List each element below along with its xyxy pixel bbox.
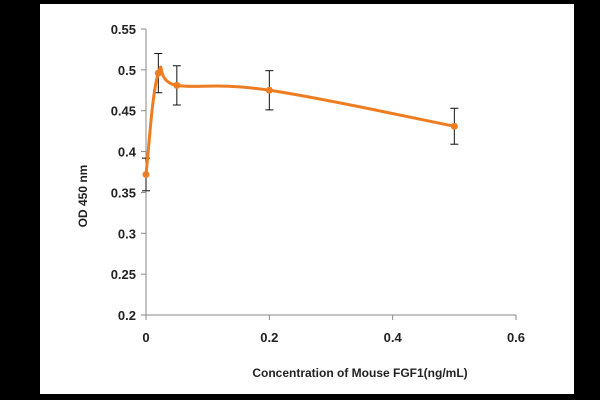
error-bars	[142, 53, 459, 192]
x-tick-label: 0.2	[260, 330, 278, 345]
data-point	[142, 170, 150, 178]
y-tick-label: 0.5	[118, 63, 136, 78]
y-tick-label: 0.2	[118, 308, 136, 323]
y-tick-label: 0.45	[111, 104, 136, 119]
x-tick-label: 0	[142, 330, 149, 345]
x-tick-label: 0.4	[384, 330, 403, 345]
data-points	[142, 69, 458, 178]
data-point	[173, 81, 181, 89]
y-axis: 0.2 0.25 0.3 0.35 0.4 0.45 0.5 0.55	[111, 22, 147, 323]
y-tick-label: 0.4	[118, 145, 137, 160]
x-axis-title: Concentration of Mouse FGF1(ng/mL)	[252, 366, 467, 380]
x-tick-label: 0.6	[507, 330, 525, 345]
y-tick-label: 0.35	[111, 185, 136, 200]
x-axis: 0 0.2 0.4 0.6	[142, 314, 525, 345]
series-line	[144, 65, 456, 176]
line-chart: 0.20.250.30.350.40.450.50.55 0 0.2 0.4 0.6 …	[76, 22, 525, 380]
data-point	[450, 122, 458, 130]
data-point	[154, 69, 162, 77]
y-tick-label: 0.55	[111, 22, 136, 37]
y-tick-label: 0.3	[118, 226, 136, 241]
y-axis-title: OD 450 nm	[76, 165, 90, 228]
chart-panel: 0.2 0.25 0.3 0.35 0.4 0.45 0.5 0.55 0 0.2 0.4 0.6 …	[40, 4, 574, 394]
y-tick-label: 0.25	[111, 267, 136, 282]
data-point	[265, 86, 273, 94]
